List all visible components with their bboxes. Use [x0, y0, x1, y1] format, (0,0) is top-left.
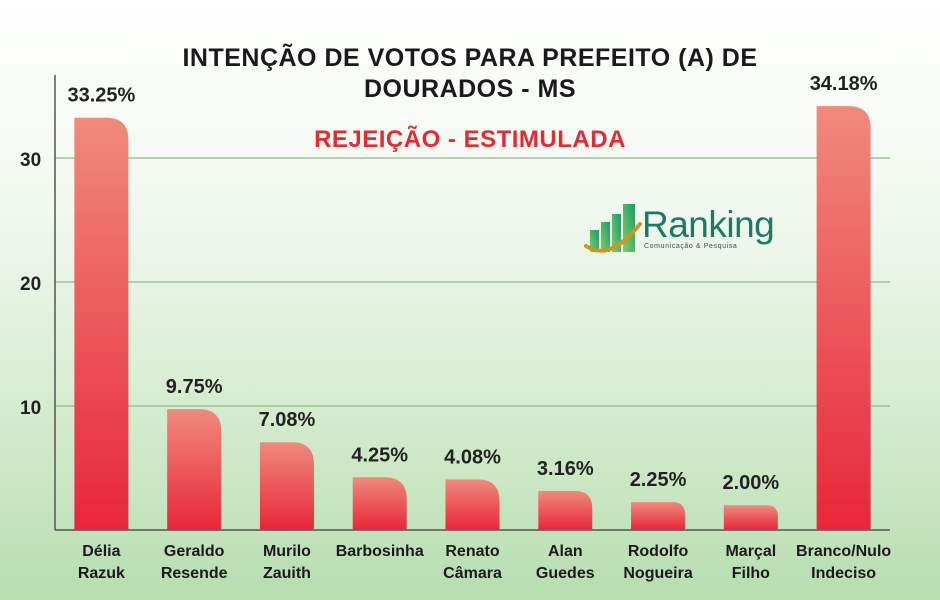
value-labels: 33.25% 9.75% 7.08% 4.25% 4.08% 3.16% 2.25% 2.00… [67, 73, 877, 494]
data-label: 7.08% [259, 409, 316, 431]
chart-title-line-1: INTENÇÃO DE VOTOS PARA PREFEITO (A) DE [182, 44, 758, 72]
x-tick-label: Resende [161, 565, 228, 582]
data-label: 3.16% [537, 458, 594, 480]
data-label: 33.25% [67, 85, 135, 107]
gridlines [55, 157, 890, 407]
x-tick-label: Murilo [263, 543, 311, 560]
x-tick-label: Filho [732, 565, 770, 582]
category-labels: Délia Razuk Geraldo Resende Murilo Zauith Barb… [78, 543, 892, 582]
bar [538, 490, 593, 530]
x-tick-label: Marçal [725, 543, 776, 560]
x-tick-label: Geraldo [164, 543, 225, 560]
y-tick-label: 10 [20, 398, 41, 419]
bar [816, 106, 871, 530]
data-label: 4.08% [444, 446, 501, 468]
data-label: 4.25% [351, 444, 408, 466]
data-label: 9.75% [166, 376, 223, 398]
bar [352, 477, 407, 530]
y-tick-label: 30 [20, 150, 41, 171]
bars [74, 106, 871, 530]
bar [445, 479, 500, 530]
x-tick-label: Indeciso [811, 565, 876, 582]
x-tick-label: Branco/Nulo [796, 543, 891, 560]
x-tick-label: Barbosinha [336, 543, 424, 560]
x-tick-label: Câmara [443, 565, 502, 582]
logo-name: Ranking [642, 204, 775, 245]
data-label: 2.00% [722, 472, 779, 494]
x-tick-label: Zauith [263, 565, 311, 582]
bar [631, 502, 686, 530]
bar [167, 409, 222, 530]
chart-subtitle: REJEIÇÃO - ESTIMULADA [314, 126, 626, 153]
chart-title-line-2: DOURADOS - MS [363, 75, 577, 103]
y-tick-label: 20 [20, 274, 41, 295]
ranking-logo: Ranking Comunicação & Pesquisa [584, 200, 784, 260]
x-tick-label: Alan [548, 543, 583, 560]
bar [259, 442, 314, 530]
bar [74, 117, 129, 530]
logo-tagline: Comunicação & Pesquisa [644, 243, 738, 250]
x-tick-label: Razuk [78, 565, 125, 582]
x-tick-label: Guedes [536, 565, 595, 582]
x-tick-label: Rodolfo [628, 543, 689, 560]
x-tick-label: Renato [445, 543, 499, 560]
ranking-logo-icon [584, 204, 642, 253]
x-tick-label: Délia [82, 543, 120, 560]
data-label: 34.18% [810, 73, 878, 95]
data-label: 2.25% [630, 469, 687, 491]
x-tick-label: Nogueira [623, 565, 692, 582]
bar [723, 505, 778, 530]
